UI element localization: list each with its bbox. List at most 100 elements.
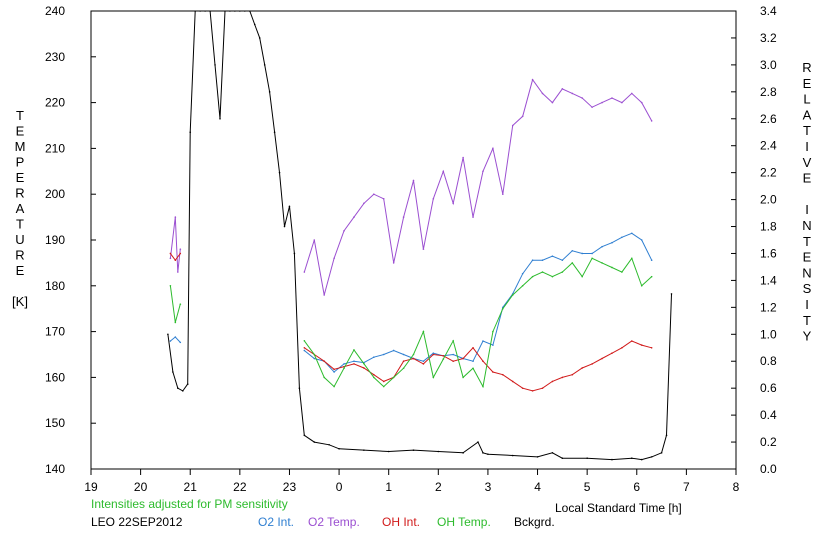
data-point-oh-temp [343, 367, 345, 370]
data-point-oh-int [442, 355, 445, 357]
data-point-oh-int [412, 357, 415, 360]
data-point-bckgrd [482, 452, 484, 454]
right-tick-label: 0.2 [760, 435, 777, 449]
right-tick-label: 0.8 [760, 354, 777, 368]
data-point-oh-temp [591, 257, 593, 260]
data-point-o2-temp [373, 193, 375, 195]
x-axis-label: Local Standard Time [h] [555, 501, 682, 515]
right-axis-letter: V [803, 155, 812, 170]
data-point-bckgrd [387, 450, 390, 453]
data-point-oh-temp [631, 257, 633, 260]
right-tick-label: 2.0 [760, 193, 777, 207]
data-point-o2-temp [591, 106, 593, 108]
data-point-oh-int [581, 367, 583, 369]
left-tick-label: 170 [45, 325, 65, 339]
left-tick-label: 160 [45, 370, 65, 384]
data-point-bckgrd [640, 458, 643, 461]
data-point-bckgrd [181, 390, 184, 392]
data-point-bckgrd [177, 387, 179, 389]
data-point-oh-int [541, 387, 544, 389]
data-point-bckgrd [665, 434, 668, 437]
data-point-o2-temp [343, 230, 345, 232]
data-point-oh-temp [452, 339, 454, 342]
x-tick-label: 22 [233, 480, 247, 494]
data-point-o2-temp [521, 115, 524, 118]
data-point-oh-temp [581, 275, 583, 278]
right-axis-letter: A [803, 107, 812, 122]
data-point-o2-temp [422, 248, 425, 250]
data-point-bckgrd [214, 64, 216, 66]
right-axis-letter: E [803, 250, 812, 265]
data-point-oh-temp [621, 271, 623, 273]
data-point-o2-temp [169, 257, 172, 260]
data-point-bckgrd [412, 449, 415, 451]
legend-oh-temp: OH Temp. [437, 515, 491, 529]
x-tick-label: 23 [283, 480, 297, 494]
data-point-oh-temp [502, 307, 504, 310]
right-tick-label: 2.2 [760, 166, 777, 180]
data-point-oh-temp [169, 285, 172, 287]
data-point-oh-int [472, 346, 474, 349]
data-point-oh-int [502, 373, 504, 376]
data-point-o2-temp [462, 156, 464, 159]
left-axis-letter: M [15, 139, 26, 154]
data-point-o2-int [482, 340, 484, 342]
data-point-o2-int [601, 245, 603, 248]
data-point-oh-int [591, 363, 593, 365]
data-point-bckgrd [167, 333, 169, 336]
data-point-oh-temp [432, 376, 435, 379]
data-point-oh-int [452, 360, 454, 363]
left-axis-letter: T [16, 108, 24, 123]
left-axis-letter: U [15, 232, 24, 247]
plot-frame [90, 10, 737, 470]
data-point-oh-temp [511, 294, 514, 296]
data-point-o2-temp [561, 88, 564, 90]
data-point-oh-int [492, 371, 494, 373]
data-point-o2-int [174, 336, 177, 338]
series-line-oh-temp [303, 257, 653, 389]
data-point-oh-temp [392, 376, 395, 379]
data-point-o2-temp [363, 202, 365, 205]
data-point-oh-int [611, 352, 613, 354]
legend-o2-int: O2 Int. [258, 515, 294, 529]
left-tick-label: 150 [45, 416, 65, 430]
data-point-o2-int [169, 340, 172, 342]
data-point-bckgrd [172, 371, 174, 373]
data-point-o2-int [343, 363, 345, 365]
x-tick-label: 3 [485, 480, 492, 494]
data-point-oh-int [462, 357, 464, 360]
x-tick-label: 8 [733, 480, 740, 494]
data-point-oh-temp [601, 262, 603, 264]
data-point-o2-int [521, 272, 524, 275]
data-point-oh-int [561, 376, 564, 379]
data-point-o2-temp [631, 92, 633, 95]
data-point-o2-temp [323, 294, 325, 296]
data-point-bckgrd [561, 457, 564, 460]
left-axis-letter: A [16, 201, 25, 216]
data-point-o2-temp [571, 92, 574, 95]
data-point-bckgrd [219, 117, 221, 120]
left-tick-label: 180 [45, 279, 65, 293]
data-point-oh-int [551, 380, 554, 383]
data-point-bckgrd [313, 441, 316, 443]
data-point-o2-int [452, 353, 454, 356]
data-point-o2-temp [392, 262, 395, 264]
data-point-o2-int [303, 349, 306, 352]
right-axis-letter: I [805, 139, 809, 154]
data-point-o2-temp [640, 101, 643, 104]
data-point-oh-temp [571, 262, 574, 264]
left-axis-letter: [K] [12, 294, 28, 309]
data-point-oh-int [521, 387, 524, 389]
data-point-oh-temp [611, 266, 613, 269]
x-tick-label: 0 [336, 480, 343, 494]
data-point-bckgrd [536, 456, 539, 458]
data-point-oh-int [323, 360, 325, 363]
data-point-o2-temp [333, 257, 335, 260]
data-point-oh-temp [442, 358, 445, 360]
x-tick-label: 2 [435, 480, 442, 494]
data-point-oh-temp [382, 385, 385, 388]
data-point-o2-temp [650, 120, 653, 122]
x-tick-label: 1 [385, 480, 392, 494]
